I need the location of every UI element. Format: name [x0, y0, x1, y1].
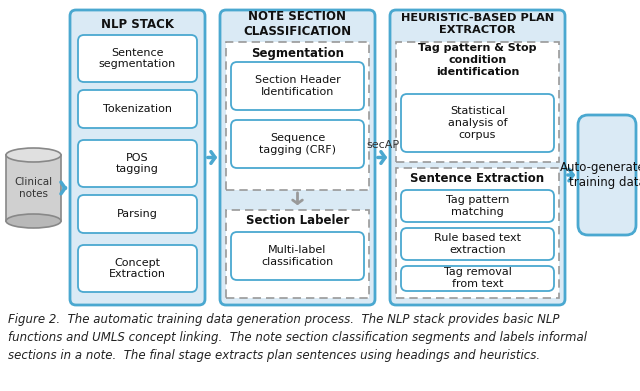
Text: Tag pattern & Stop
condition
identification: Tag pattern & Stop condition identificat… — [419, 43, 537, 77]
FancyBboxPatch shape — [401, 190, 554, 222]
Text: Segmentation: Segmentation — [251, 47, 344, 59]
FancyBboxPatch shape — [401, 228, 554, 260]
FancyBboxPatch shape — [78, 140, 197, 187]
FancyBboxPatch shape — [401, 266, 554, 291]
Text: Concept
Extraction: Concept Extraction — [109, 258, 166, 279]
Ellipse shape — [6, 148, 61, 162]
Text: Parsing: Parsing — [117, 209, 158, 219]
FancyBboxPatch shape — [78, 195, 197, 233]
FancyBboxPatch shape — [231, 120, 364, 168]
FancyBboxPatch shape — [401, 94, 554, 152]
Text: Auto-generated
training data: Auto-generated training data — [561, 161, 640, 189]
Bar — [396, 168, 559, 298]
Text: NOTE SECTION
CLASSIFICATION: NOTE SECTION CLASSIFICATION — [243, 10, 351, 38]
Bar — [226, 42, 369, 190]
FancyBboxPatch shape — [78, 245, 197, 292]
Text: Statistical
analysis of
corpus: Statistical analysis of corpus — [448, 106, 508, 140]
Text: Section Header
Identification: Section Header Identification — [255, 75, 340, 97]
Text: Tag pattern
matching: Tag pattern matching — [446, 195, 509, 217]
Text: secAP: secAP — [366, 140, 399, 151]
FancyBboxPatch shape — [220, 10, 375, 305]
Text: Clinical
notes: Clinical notes — [15, 177, 52, 199]
Text: HEURISTIC-BASED PLAN
EXTRACTOR: HEURISTIC-BASED PLAN EXTRACTOR — [401, 13, 554, 35]
FancyBboxPatch shape — [390, 10, 565, 305]
FancyBboxPatch shape — [70, 10, 205, 305]
Text: NLP STACK: NLP STACK — [101, 18, 174, 30]
Text: Tokenization: Tokenization — [103, 104, 172, 114]
Text: Sequence
tagging (CRF): Sequence tagging (CRF) — [259, 133, 336, 155]
FancyBboxPatch shape — [578, 115, 636, 235]
Text: Sentence
segmentation: Sentence segmentation — [99, 48, 176, 69]
Bar — [6, 155, 61, 221]
Bar — [226, 210, 369, 298]
Bar — [396, 42, 559, 162]
FancyBboxPatch shape — [78, 35, 197, 82]
FancyBboxPatch shape — [78, 90, 197, 128]
Text: Multi-label
classification: Multi-label classification — [261, 245, 333, 267]
Text: Figure 2.  The automatic training data generation process.  The NLP stack provid: Figure 2. The automatic training data ge… — [8, 313, 587, 362]
Text: Section Labeler: Section Labeler — [246, 215, 349, 228]
Text: POS
tagging: POS tagging — [116, 153, 159, 174]
Text: Tag removal
from text: Tag removal from text — [444, 267, 511, 289]
FancyBboxPatch shape — [231, 62, 364, 110]
FancyBboxPatch shape — [231, 232, 364, 280]
Text: Rule based text
extraction: Rule based text extraction — [434, 233, 521, 255]
Text: Sentence Extraction: Sentence Extraction — [410, 172, 545, 185]
Ellipse shape — [6, 214, 61, 228]
